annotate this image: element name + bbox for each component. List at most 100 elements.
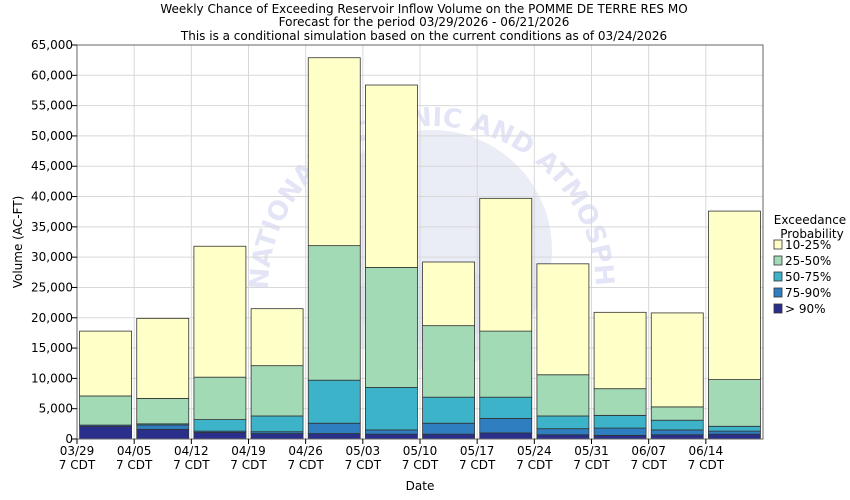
- bar-segment: [650, 419, 704, 431]
- legend-label: 50-75%: [785, 270, 831, 284]
- bar-segment: [536, 374, 590, 417]
- plot-area: NATIONAL OCEANIC AND ATMOSPHERIC ADMINIS…: [0, 0, 764, 440]
- chart-subtitle-2: This is a conditional simulation based o…: [180, 29, 667, 43]
- legend-title-line-2: Probability: [780, 227, 843, 241]
- y-axis: 0 5,000 10,000 15,000 20,000 25,000 30,000 35,0…: [31, 38, 77, 446]
- bar-segment: [650, 312, 704, 408]
- x-tick-sublabel: 7 CDT: [402, 458, 439, 472]
- legend-swatch: [773, 303, 783, 314]
- x-tick-label: 04/05: [117, 444, 152, 458]
- bar-segment: [307, 379, 361, 424]
- bar-segment: [422, 396, 475, 424]
- bar-segment: [708, 430, 761, 435]
- y-tick-label: 10,000: [31, 371, 73, 385]
- x-tick-sublabel: 7 CDT: [59, 458, 96, 472]
- bar-segment: [365, 433, 418, 440]
- bar-segment: [307, 57, 361, 247]
- chart-title: Weekly Chance of Exceeding Reservoir Inf…: [160, 2, 687, 16]
- bar-segment: [250, 433, 304, 440]
- bar-segment: [536, 434, 590, 440]
- y-tick-label: 15,000: [31, 341, 73, 355]
- y-tick-label: 5,000: [39, 402, 73, 416]
- bar-segment: [479, 330, 533, 398]
- bar-segment: [708, 433, 761, 440]
- legend-label: > 90%: [785, 302, 826, 316]
- chart-subtitle: Forecast for the period 03/29/2026 - 06/…: [279, 15, 570, 29]
- x-tick-label: 05/03: [346, 444, 381, 458]
- legend-swatch: [773, 287, 783, 298]
- y-tick-label: 65,000: [31, 38, 73, 52]
- bar-segment: [422, 433, 475, 440]
- bar-segment: [536, 263, 590, 376]
- legend-label: 25-50%: [785, 254, 831, 268]
- x-tick-sublabel: 7 CDT: [459, 458, 496, 472]
- bar-segment: [136, 424, 190, 430]
- bar-segment: [193, 376, 247, 421]
- bar-segment: [307, 245, 361, 381]
- bar-segment: [307, 433, 361, 440]
- x-tick-label: 04/26: [288, 444, 323, 458]
- y-tick-label: 0: [65, 432, 73, 446]
- legend-swatch: [773, 255, 783, 266]
- x-tick-label: 04/12: [174, 444, 209, 458]
- bar-segment: [250, 365, 304, 417]
- y-tick-label: 45,000: [31, 159, 73, 173]
- y-tick-label: 55,000: [31, 99, 73, 113]
- bar-segment: [536, 428, 590, 436]
- legend-swatch: [773, 271, 783, 282]
- x-tick-sublabel: 7 CDT: [230, 458, 267, 472]
- bar-segment: [365, 429, 418, 435]
- bar-segment: [193, 419, 247, 432]
- y-tick-label: 50,000: [31, 129, 73, 143]
- bar-segment: [708, 210, 761, 380]
- bar-segment: [479, 432, 533, 440]
- bar-segment: [136, 397, 190, 425]
- legend-items: 10-25% 25-50% 50-75% 75-90% > 90%: [773, 238, 831, 316]
- x-tick-label: 05/17: [460, 444, 495, 458]
- bar-segment: [650, 406, 704, 421]
- bar-segment: [479, 396, 533, 419]
- bar-segment: [422, 325, 475, 398]
- x-tick-label: 04/19: [231, 444, 266, 458]
- bar-segment: [593, 427, 647, 436]
- bar-segment: [593, 388, 647, 416]
- legend-title-line-1: Exceedance: [774, 213, 846, 227]
- bar-segment: [650, 429, 704, 436]
- bar-segment: [593, 434, 647, 440]
- x-tick-sublabel: 7 CDT: [116, 458, 153, 472]
- bars-layer: [79, 57, 761, 440]
- x-tick-sublabel: 7 CDT: [630, 458, 667, 472]
- bar-segment: [536, 415, 590, 430]
- x-axis-label: Date: [406, 479, 435, 493]
- y-tick-label: 25,000: [31, 280, 73, 294]
- bar-segment: [365, 84, 418, 268]
- y-axis-label: Volume (AC-FT): [11, 196, 25, 289]
- x-tick-label: 06/07: [631, 444, 666, 458]
- y-tick-label: 20,000: [31, 311, 73, 325]
- x-tick-sublabel: 7 CDT: [345, 458, 382, 472]
- bar-segment: [650, 434, 704, 440]
- y-tick-label: 40,000: [31, 190, 73, 204]
- x-tick-sublabel: 7 CDT: [573, 458, 610, 472]
- bar-segment: [422, 422, 475, 435]
- bar-segment: [79, 425, 132, 440]
- bar-segment: [79, 330, 132, 397]
- bar-segment: [593, 311, 647, 390]
- x-tick-label: 05/10: [403, 444, 438, 458]
- x-tick-sublabel: 7 CDT: [688, 458, 725, 472]
- x-tick-label: 06/14: [689, 444, 724, 458]
- bar-segment: [479, 417, 533, 434]
- bar-segment: [193, 431, 247, 440]
- y-tick-label: 30,000: [31, 250, 73, 264]
- bar-segment: [365, 267, 418, 388]
- x-tick-sublabel: 7 CDT: [287, 458, 324, 472]
- bar-segment: [479, 197, 533, 332]
- legend-swatch: [773, 239, 783, 250]
- x-tick-sublabel: 7 CDT: [516, 458, 553, 472]
- bar-segment: [250, 415, 304, 433]
- bar-segment: [79, 395, 132, 426]
- y-tick-label: 60,000: [31, 68, 73, 82]
- bar-segment: [193, 245, 247, 378]
- x-tick-label: 05/24: [517, 444, 552, 458]
